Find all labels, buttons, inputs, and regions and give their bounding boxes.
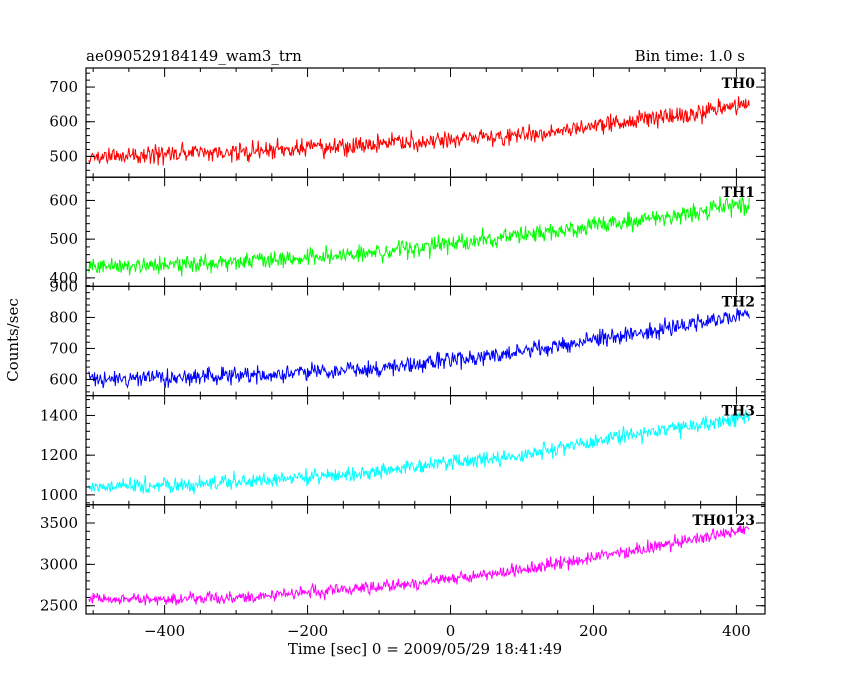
series-line-th1 — [88, 196, 750, 277]
y-tick-label: 1400 — [40, 406, 78, 424]
x-axis: −400 −200 0 200 400 — [144, 622, 751, 640]
x-tick-label: −400 — [144, 622, 185, 640]
y-tick-label: 600 — [49, 113, 78, 131]
panel-label-th0: TH0 — [722, 76, 756, 92]
panel-th0: 500 600 700 TH0 — [49, 67, 766, 178]
x-tick-label: 400 — [722, 622, 751, 640]
y-tick-label: 600 — [49, 191, 78, 209]
y-tick-label: 600 — [49, 370, 78, 388]
panel-label-th2: TH2 — [722, 294, 755, 310]
bin-time-label: Bin time: 1.0 s — [635, 47, 745, 65]
y-tick-label: 3500 — [40, 514, 78, 532]
panel-frame — [85, 176, 766, 287]
y-tick-label: 900 — [49, 277, 78, 295]
y-axis-label: Counts/sec — [4, 298, 22, 382]
chart-title: ae090529184149_wam3_trn — [86, 47, 302, 65]
y-tick-label: 400 — [49, 269, 78, 287]
x-tick-label: 0 — [446, 622, 456, 640]
y-tick-label: 3000 — [40, 555, 78, 573]
y-tick-label: 500 — [49, 230, 78, 248]
panel-th3: 1000 1200 1400 TH3 — [40, 395, 766, 506]
panel-label-th0123: TH0123 — [692, 513, 755, 529]
series-line-th0123 — [88, 525, 750, 606]
y-tick-label: 1200 — [40, 446, 78, 464]
panel-frame — [85, 504, 766, 615]
panel-th0123: 2500 3000 3500 TH0123 — [40, 504, 766, 615]
series-line-th2 — [88, 308, 750, 389]
panels: 500 600 700 TH0 400 500 600 TH1 600 700 800 900 TH2 1… — [40, 67, 766, 615]
y-tick-label: 2500 — [40, 597, 78, 615]
y-tick-label: 500 — [49, 147, 78, 165]
panel-label-th1: TH1 — [722, 185, 755, 201]
panel-th1: 400 500 600 TH1 — [49, 176, 766, 287]
series-line-th3 — [88, 409, 750, 495]
panel-label-th3: TH3 — [722, 404, 755, 420]
panel-th2: 600 700 800 900 TH2 — [49, 277, 766, 397]
x-axis-label: Time [sec] 0 = 2009/05/29 18:41:49 — [288, 640, 562, 658]
y-tick-label: 1000 — [40, 486, 78, 504]
y-tick-label: 700 — [49, 339, 78, 357]
x-tick-label: 200 — [579, 622, 608, 640]
series-line-th0 — [88, 96, 750, 166]
x-tick-label: −200 — [287, 622, 328, 640]
y-tick-label: 700 — [49, 78, 78, 96]
y-tick-label: 800 — [49, 308, 78, 326]
